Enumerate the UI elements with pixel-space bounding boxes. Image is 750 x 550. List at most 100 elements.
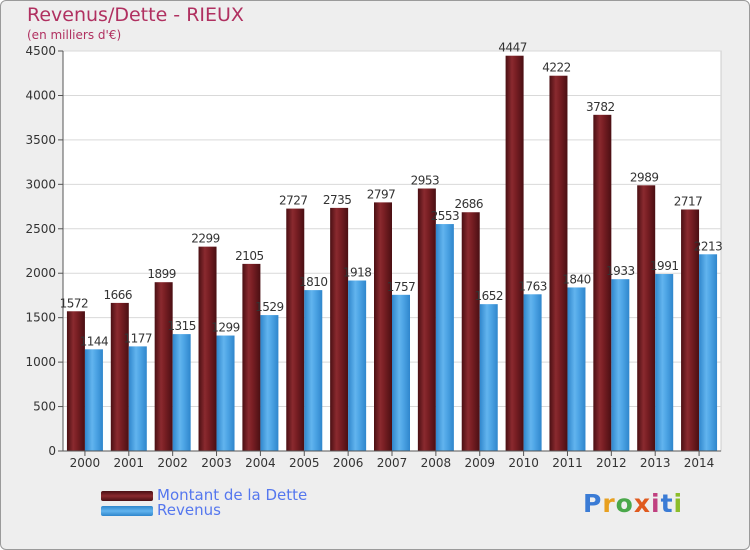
data-label-revenus-2000: 1144 xyxy=(80,334,109,348)
bar-dette-2013 xyxy=(637,185,656,452)
y-tick-label: 4500 xyxy=(25,44,56,58)
bars xyxy=(66,55,718,452)
x-tick-label: 2001 xyxy=(114,456,145,470)
bar-revenus-2013 xyxy=(655,274,674,451)
logo-letter: r xyxy=(602,489,616,518)
bar-revenus-2001 xyxy=(128,346,147,451)
bar-dette-2002 xyxy=(154,282,173,451)
x-tick-label: 2013 xyxy=(640,456,671,470)
bar-dette-2004 xyxy=(242,263,261,451)
logo-letter: i xyxy=(651,489,661,518)
bar-dette-2000 xyxy=(66,311,85,451)
bar-revenus-2009 xyxy=(479,304,498,451)
data-label-dette-2009: 2686 xyxy=(454,197,483,211)
bar-dette-2003 xyxy=(198,246,217,451)
bar-dette-2007 xyxy=(374,202,392,451)
bar-dette-2010 xyxy=(505,55,524,451)
legend-label-dette: Montant de la Dette xyxy=(157,486,308,504)
data-label-dette-2006: 2735 xyxy=(323,193,352,207)
bar-revenus-2000 xyxy=(84,349,103,451)
data-label-revenus-2005: 1810 xyxy=(299,275,328,289)
logo-letter: P xyxy=(583,489,603,518)
logo-letter: o xyxy=(615,489,634,518)
data-label-revenus-2003: 1299 xyxy=(211,321,240,335)
data-label-dette-2004: 2105 xyxy=(235,249,264,263)
data-label-revenus-2008: 2553 xyxy=(431,209,460,223)
chart-title: Revenus/Dette - RIEUX xyxy=(27,4,244,26)
logo-letter: i xyxy=(673,489,684,518)
bar-revenus-2007 xyxy=(392,294,410,451)
data-label-dette-2008: 2953 xyxy=(411,174,440,188)
bar-dette-2012 xyxy=(593,114,612,452)
data-label-dette-2011: 4222 xyxy=(542,61,571,75)
y-tick-label: 2000 xyxy=(25,266,56,280)
y-tick-label: 500 xyxy=(33,400,56,414)
logo-letter: t xyxy=(660,489,674,518)
bar-revenus-2011 xyxy=(567,287,586,451)
legend-item-revenus: Revenus xyxy=(101,501,501,519)
data-label-dette-2007: 2797 xyxy=(367,187,396,201)
y-tick-label: 2500 xyxy=(25,222,56,236)
y-tick-label: 1500 xyxy=(25,311,56,325)
x-tick-label: 2004 xyxy=(245,456,276,470)
data-label-revenus-2010: 1763 xyxy=(518,279,547,293)
x-tick-label: 2009 xyxy=(464,456,495,470)
data-label-revenus-2002: 1315 xyxy=(167,319,196,333)
data-label-dette-2005: 2727 xyxy=(279,194,308,208)
data-label-revenus-2013: 1991 xyxy=(650,259,679,273)
y-tick-label: 0 xyxy=(48,444,56,458)
bar-dette-2006 xyxy=(330,207,349,451)
data-label-revenus-2014: 2213 xyxy=(694,239,723,253)
bar-revenus-2002 xyxy=(172,334,191,451)
bar-revenus-2004 xyxy=(260,315,279,451)
x-tick-label: 2011 xyxy=(552,456,583,470)
bar-revenus-2006 xyxy=(348,280,367,451)
bar-revenus-2012 xyxy=(611,279,630,451)
legend-item-dette: Montant de la Dette xyxy=(101,486,501,504)
data-label-dette-2014: 2717 xyxy=(674,194,703,208)
legend-label-revenus: Revenus xyxy=(157,501,221,519)
bar-revenus-2005 xyxy=(304,290,323,451)
x-tick-label: 2002 xyxy=(157,456,188,470)
data-labels: 1572 1144 1666 1177 1899 1315 2299 1299 2105 1529… xyxy=(60,41,723,349)
bar-dette-2001 xyxy=(110,302,129,451)
y-tick-label: 3500 xyxy=(25,133,56,147)
bar-dette-2011 xyxy=(549,75,568,451)
bar-revenus-2014 xyxy=(699,254,718,451)
x-tick-label: 2012 xyxy=(596,456,627,470)
bar-dette-2014 xyxy=(681,209,700,451)
data-label-revenus-2012: 1933 xyxy=(606,264,635,278)
data-label-dette-2001: 1666 xyxy=(104,288,133,302)
x-tick-label: 2003 xyxy=(201,456,232,470)
data-label-dette-2010: 4447 xyxy=(498,41,527,55)
bar-revenus-2008 xyxy=(435,224,454,451)
legend-swatch-revenus xyxy=(101,506,153,516)
data-label-revenus-2009: 1652 xyxy=(474,289,503,303)
x-tick-label: 2006 xyxy=(333,456,364,470)
data-label-dette-2003: 2299 xyxy=(191,232,220,246)
legend-swatch-dette xyxy=(101,491,153,501)
proxiti-logo: Proxiti xyxy=(583,489,683,518)
data-label-dette-2013: 2989 xyxy=(630,170,659,184)
data-label-dette-2012: 3782 xyxy=(586,100,615,114)
data-label-revenus-2011: 1840 xyxy=(562,272,591,286)
bar-revenus-2003 xyxy=(216,335,235,451)
data-label-dette-2000: 1572 xyxy=(60,296,89,310)
bar-dette-2008 xyxy=(417,188,436,451)
x-tick-label: 2005 xyxy=(289,456,320,470)
data-label-dette-2002: 1899 xyxy=(147,267,176,281)
x-tick-label: 2010 xyxy=(508,456,539,470)
y-tick-label: 4000 xyxy=(25,88,56,102)
x-tick-label: 2007 xyxy=(377,456,408,470)
bar-dette-2009 xyxy=(461,212,480,451)
bar-dette-2005 xyxy=(286,208,305,451)
data-label-revenus-2004: 1529 xyxy=(255,300,284,314)
x-tick-label: 2008 xyxy=(421,456,452,470)
logo-letter: x xyxy=(633,489,651,518)
bar-revenus-2010 xyxy=(523,294,542,451)
y-tick-label: 1000 xyxy=(25,355,56,369)
axes: 0 500 1000 1500 2000 2500 3000 3500 4000 4500 2000… xyxy=(25,44,721,470)
data-label-revenus-2001: 1177 xyxy=(124,331,153,345)
